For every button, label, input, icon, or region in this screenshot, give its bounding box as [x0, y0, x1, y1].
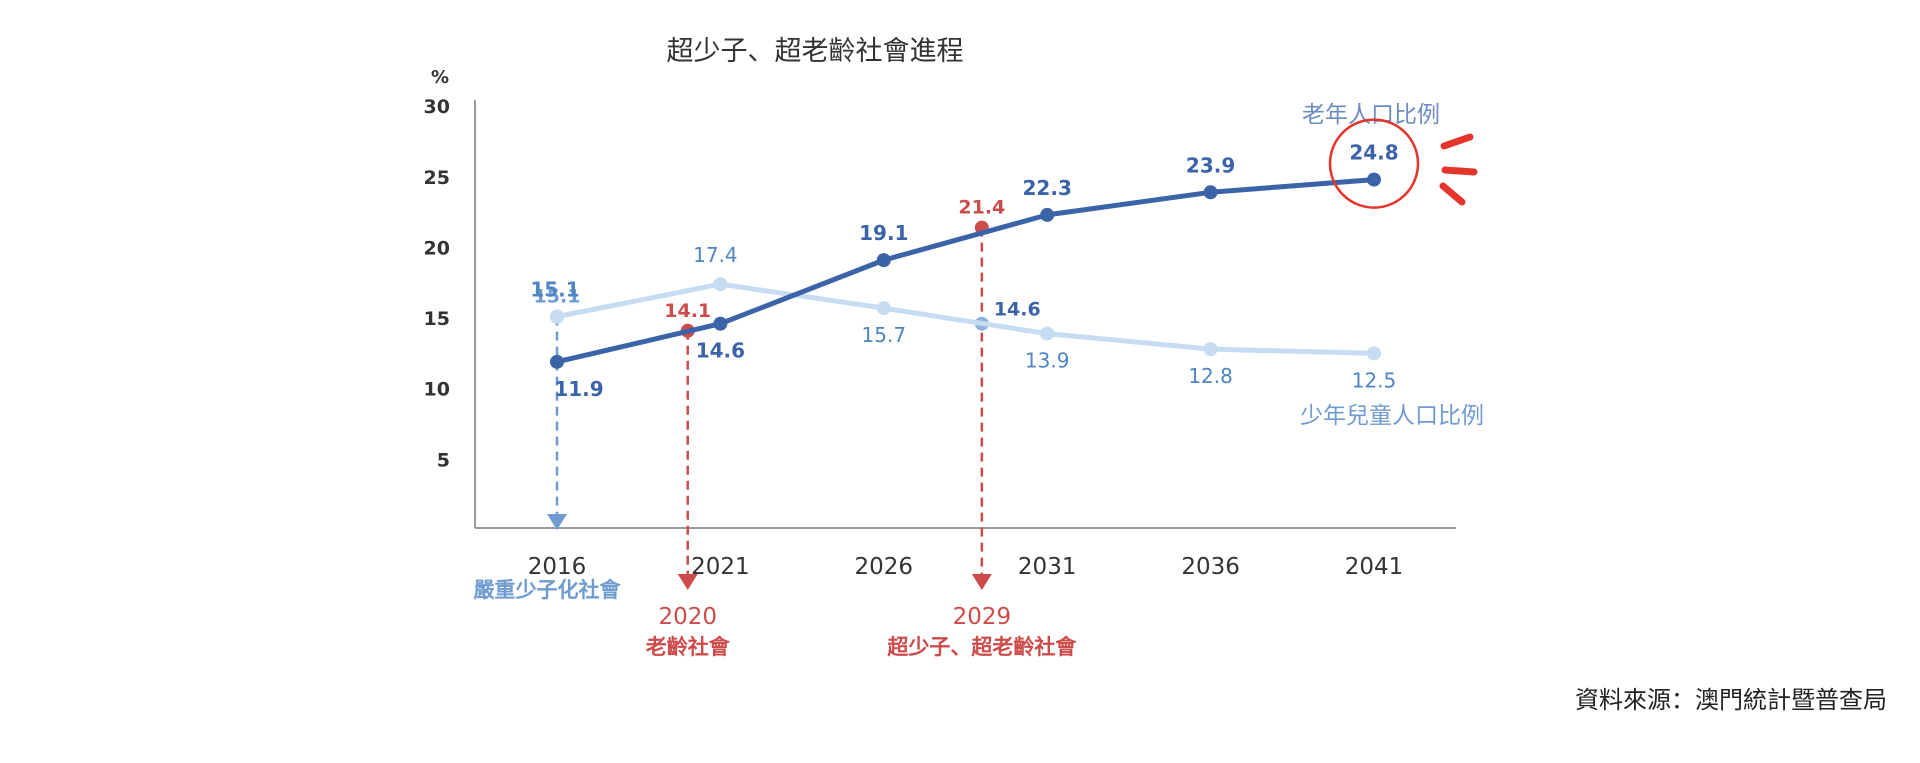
x-tick-label: 2031 [1018, 554, 1077, 580]
milestone-markers: 15.1 嚴重少子化社會 14.1 2020 老齡社會 21.4 2029 超少子、超老齡社會… [474, 197, 1078, 659]
milestone-arrowhead [547, 514, 567, 530]
milestone-arrowhead [677, 574, 698, 590]
data-label: 11.9 [554, 377, 603, 401]
data-point [876, 301, 891, 316]
data-point [550, 354, 564, 369]
data-label: 15.1 [530, 278, 579, 302]
data-label: 13.9 [1025, 349, 1070, 373]
data-point [1040, 326, 1055, 341]
highlight-circle [1328, 118, 1478, 209]
y-axis-unit: % [431, 67, 449, 88]
data-label: 12.8 [1188, 364, 1233, 388]
series-name-label: 老年人口比例 [1302, 102, 1440, 128]
data-point [1203, 342, 1218, 357]
y-tick-label: 25 [424, 167, 450, 189]
data-label: 17.4 [693, 243, 738, 267]
series-line [554, 281, 1377, 356]
y-tick-label: 5 [437, 449, 450, 471]
series-line [554, 177, 1377, 365]
highlight-burst-mark [1439, 182, 1466, 206]
data-label: 23.9 [1186, 153, 1235, 177]
x-tick-label: 2041 [1345, 554, 1404, 580]
milestone-caption: 老齡社會 [646, 635, 731, 659]
milestone-caption: 超少子、超老齡社會 [887, 635, 1077, 659]
y-tick-label: 30 [424, 96, 450, 118]
milestone-year-label: 2020 [658, 604, 717, 630]
milestone-value-label: 15.1 [534, 286, 581, 308]
data-point [550, 309, 564, 324]
data-label: 14.6 [696, 339, 745, 363]
data-label: 24.8 [1349, 141, 1398, 165]
milestone-arrowhead [971, 574, 992, 590]
data-label: 19.1 [859, 221, 908, 245]
x-axis-ticks: 2016 2021 2026 2031 2036 2041 [528, 554, 1404, 580]
milestone-value-label: 21.4 [958, 197, 1005, 219]
x-tick-label: 2021 [691, 554, 750, 580]
data-point [876, 253, 891, 268]
data-point [1367, 346, 1381, 361]
highlight-burst-mark [1440, 133, 1474, 150]
y-tick-label: 15 [424, 308, 450, 330]
data-point [1203, 185, 1218, 200]
data-point [713, 277, 728, 292]
series-layer: 15.1 17.4 15.7 13.9 12.8 12.5 11.9 14.6 19.1 22.3… [530, 141, 1398, 401]
data-point [713, 316, 728, 331]
series-name-label: 少年兒童人口比例 [1300, 403, 1484, 429]
x-tick-label: 2016 [528, 554, 587, 580]
highlight-ring [1328, 118, 1420, 209]
y-axis-ticks: 5 10 15 20 25 30 [424, 96, 450, 471]
data-point [1040, 207, 1055, 222]
x-tick-label: 2036 [1181, 554, 1240, 580]
y-tick-label: 10 [424, 379, 450, 401]
x-tick-label: 2026 [855, 554, 914, 580]
data-point [1367, 172, 1381, 187]
source-note: 資料來源：澳門統計暨普查局 [1575, 686, 1887, 714]
data-label: 12.5 [1352, 368, 1397, 392]
data-label: 22.3 [1023, 176, 1072, 200]
milestone-year-label: 2029 [953, 604, 1012, 630]
milestone-value-label: 14.1 [664, 300, 711, 322]
data-label: 15.7 [862, 323, 907, 347]
chart-title: 超少子、超老齡社會進程 [667, 36, 964, 67]
milestone-caption: 嚴重少子化社會 [474, 578, 622, 602]
highlight-burst-mark [1441, 166, 1478, 176]
milestone-secondary-value-label: 14.6 [994, 299, 1041, 321]
y-tick-label: 20 [424, 237, 450, 259]
